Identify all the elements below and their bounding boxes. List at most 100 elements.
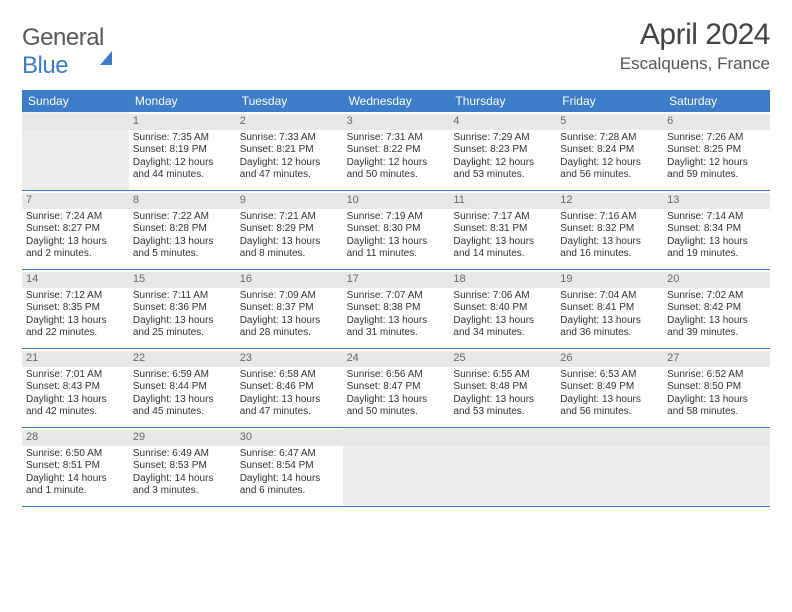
sunset-line: Sunset: 8:32 PM — [560, 223, 659, 236]
sunrise-line: Sunrise: 6:55 AM — [453, 369, 552, 382]
calendar-day: 12Sunrise: 7:16 AMSunset: 8:32 PMDayligh… — [556, 191, 663, 269]
dow-monday: Monday — [129, 90, 236, 112]
sunset-line: Sunset: 8:34 PM — [667, 223, 766, 236]
calendar-day-blank — [663, 428, 770, 506]
calendar-day: 13Sunrise: 7:14 AMSunset: 8:34 PMDayligh… — [663, 191, 770, 269]
sunset-line: Sunset: 8:27 PM — [26, 223, 125, 236]
calendar-day: 20Sunrise: 7:02 AMSunset: 8:42 PMDayligh… — [663, 270, 770, 348]
sunset-line: Sunset: 8:36 PM — [133, 302, 232, 315]
day-number: 3 — [343, 114, 450, 130]
sunset-line: Sunset: 8:30 PM — [347, 223, 446, 236]
daylight-line: Daylight: 13 hours and 50 minutes. — [347, 394, 446, 419]
calendar-day: 24Sunrise: 6:56 AMSunset: 8:47 PMDayligh… — [343, 349, 450, 427]
day-number — [449, 430, 556, 446]
sunrise-line: Sunrise: 7:17 AM — [453, 211, 552, 224]
sunset-line: Sunset: 8:44 PM — [133, 381, 232, 394]
day-number: 2 — [236, 114, 343, 130]
calendar-day: 18Sunrise: 7:06 AMSunset: 8:40 PMDayligh… — [449, 270, 556, 348]
day-number: 21 — [22, 351, 129, 367]
sunset-line: Sunset: 8:53 PM — [133, 460, 232, 473]
day-number: 11 — [449, 193, 556, 209]
daylight-line: Daylight: 13 hours and 31 minutes. — [347, 315, 446, 340]
sunrise-line: Sunrise: 7:02 AM — [667, 290, 766, 303]
day-number: 19 — [556, 272, 663, 288]
sunset-line: Sunset: 8:41 PM — [560, 302, 659, 315]
sunrise-line: Sunrise: 6:47 AM — [240, 448, 339, 461]
sunrise-line: Sunrise: 6:53 AM — [560, 369, 659, 382]
daylight-line: Daylight: 12 hours and 53 minutes. — [453, 157, 552, 182]
sunset-line: Sunset: 8:50 PM — [667, 381, 766, 394]
day-number: 26 — [556, 351, 663, 367]
calendar-day: 16Sunrise: 7:09 AMSunset: 8:37 PMDayligh… — [236, 270, 343, 348]
day-number: 1 — [129, 114, 236, 130]
dow-thursday: Thursday — [449, 90, 556, 112]
sunset-line: Sunset: 8:37 PM — [240, 302, 339, 315]
calendar-week: 21Sunrise: 7:01 AMSunset: 8:43 PMDayligh… — [22, 349, 770, 428]
sunrise-line: Sunrise: 7:11 AM — [133, 290, 232, 303]
calendar-day-blank — [449, 428, 556, 506]
sunrise-line: Sunrise: 7:04 AM — [560, 290, 659, 303]
calendar-day-blank — [343, 428, 450, 506]
logo-word-2: Blue — [22, 52, 68, 79]
daylight-line: Daylight: 12 hours and 44 minutes. — [133, 157, 232, 182]
sunrise-line: Sunrise: 7:06 AM — [453, 290, 552, 303]
calendar-day: 14Sunrise: 7:12 AMSunset: 8:35 PMDayligh… — [22, 270, 129, 348]
calendar-day: 1Sunrise: 7:35 AMSunset: 8:19 PMDaylight… — [129, 112, 236, 190]
calendar-day: 26Sunrise: 6:53 AMSunset: 8:49 PMDayligh… — [556, 349, 663, 427]
day-number — [22, 114, 129, 130]
sunset-line: Sunset: 8:51 PM — [26, 460, 125, 473]
page-title: April 2024 — [620, 18, 770, 52]
daylight-line: Daylight: 12 hours and 47 minutes. — [240, 157, 339, 182]
daylight-line: Daylight: 13 hours and 53 minutes. — [453, 394, 552, 419]
logo: General Blue — [22, 18, 112, 80]
daylight-line: Daylight: 13 hours and 8 minutes. — [240, 236, 339, 261]
dow-saturday: Saturday — [663, 90, 770, 112]
sunrise-line: Sunrise: 7:28 AM — [560, 132, 659, 145]
calendar-day: 3Sunrise: 7:31 AMSunset: 8:22 PMDaylight… — [343, 112, 450, 190]
day-number: 22 — [129, 351, 236, 367]
sunrise-line: Sunrise: 7:29 AM — [453, 132, 552, 145]
calendar-day: 28Sunrise: 6:50 AMSunset: 8:51 PMDayligh… — [22, 428, 129, 506]
daylight-line: Daylight: 13 hours and 28 minutes. — [240, 315, 339, 340]
daylight-line: Daylight: 13 hours and 39 minutes. — [667, 315, 766, 340]
daylight-line: Daylight: 13 hours and 42 minutes. — [26, 394, 125, 419]
weeks-container: 1Sunrise: 7:35 AMSunset: 8:19 PMDaylight… — [22, 112, 770, 507]
sunrise-line: Sunrise: 7:31 AM — [347, 132, 446, 145]
sunrise-line: Sunrise: 7:35 AM — [133, 132, 232, 145]
daylight-line: Daylight: 13 hours and 45 minutes. — [133, 394, 232, 419]
calendar-day: 30Sunrise: 6:47 AMSunset: 8:54 PMDayligh… — [236, 428, 343, 506]
day-number: 5 — [556, 114, 663, 130]
day-number: 14 — [22, 272, 129, 288]
calendar-day: 17Sunrise: 7:07 AMSunset: 8:38 PMDayligh… — [343, 270, 450, 348]
sunset-line: Sunset: 8:22 PM — [347, 144, 446, 157]
location-label: Escalquens, France — [620, 54, 770, 74]
calendar-day: 2Sunrise: 7:33 AMSunset: 8:21 PMDaylight… — [236, 112, 343, 190]
sunset-line: Sunset: 8:29 PM — [240, 223, 339, 236]
calendar-day: 5Sunrise: 7:28 AMSunset: 8:24 PMDaylight… — [556, 112, 663, 190]
sunrise-line: Sunrise: 6:56 AM — [347, 369, 446, 382]
dow-friday: Friday — [556, 90, 663, 112]
day-number: 6 — [663, 114, 770, 130]
sunset-line: Sunset: 8:40 PM — [453, 302, 552, 315]
sunset-line: Sunset: 8:31 PM — [453, 223, 552, 236]
day-number: 28 — [22, 430, 129, 446]
sunset-line: Sunset: 8:54 PM — [240, 460, 339, 473]
sunrise-line: Sunrise: 7:12 AM — [26, 290, 125, 303]
daylight-line: Daylight: 13 hours and 5 minutes. — [133, 236, 232, 261]
daylight-line: Daylight: 13 hours and 14 minutes. — [453, 236, 552, 261]
sunset-line: Sunset: 8:46 PM — [240, 381, 339, 394]
day-number: 25 — [449, 351, 556, 367]
calendar-page: General Blue April 2024 Escalquens, Fran… — [0, 0, 792, 507]
calendar-day: 19Sunrise: 7:04 AMSunset: 8:41 PMDayligh… — [556, 270, 663, 348]
day-of-week-header: Sunday Monday Tuesday Wednesday Thursday… — [22, 90, 770, 112]
sunrise-line: Sunrise: 7:26 AM — [667, 132, 766, 145]
calendar-day: 10Sunrise: 7:19 AMSunset: 8:30 PMDayligh… — [343, 191, 450, 269]
calendar-day: 29Sunrise: 6:49 AMSunset: 8:53 PMDayligh… — [129, 428, 236, 506]
calendar-week: 28Sunrise: 6:50 AMSunset: 8:51 PMDayligh… — [22, 428, 770, 507]
daylight-line: Daylight: 13 hours and 22 minutes. — [26, 315, 125, 340]
day-number: 10 — [343, 193, 450, 209]
calendar-day: 23Sunrise: 6:58 AMSunset: 8:46 PMDayligh… — [236, 349, 343, 427]
sunset-line: Sunset: 8:49 PM — [560, 381, 659, 394]
calendar-day: 9Sunrise: 7:21 AMSunset: 8:29 PMDaylight… — [236, 191, 343, 269]
sunset-line: Sunset: 8:48 PM — [453, 381, 552, 394]
